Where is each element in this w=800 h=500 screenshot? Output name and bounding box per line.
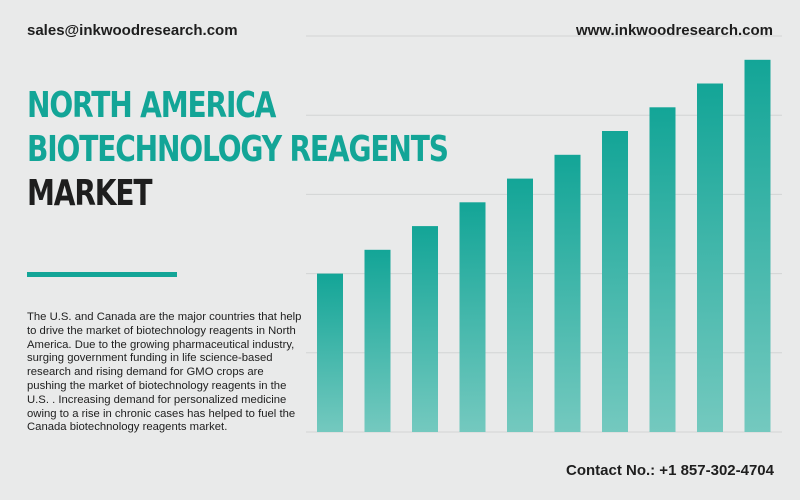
email-address[interactable]: sales@inkwoodresearch.com xyxy=(27,22,238,39)
chart-bar xyxy=(507,178,533,432)
title-line-3: MARKET xyxy=(27,173,153,214)
accent-divider xyxy=(27,272,177,277)
title-line-2: BIOTECHNOLOGY REAGENTS xyxy=(27,129,449,170)
chart-bar xyxy=(317,273,343,432)
chart-bar xyxy=(412,226,438,432)
chart-bar xyxy=(459,202,486,432)
chart-bar xyxy=(744,59,771,433)
page-title: NORTH AMERICA BIOTECHNOLOGY REAGENTS MAR… xyxy=(27,84,449,216)
description-text: The U.S. and Canada are the major countr… xyxy=(27,311,302,434)
contact-number[interactable]: Contact No.: +1 857-302-4704 xyxy=(565,462,774,479)
chart-bar xyxy=(602,131,628,432)
chart-bar xyxy=(697,83,723,432)
chart-bar xyxy=(649,107,676,433)
website-url[interactable]: www.inkwoodresearch.com xyxy=(576,22,773,39)
chart-bar xyxy=(364,249,391,432)
title-line-1: NORTH AMERICA xyxy=(27,85,276,126)
chart-bars xyxy=(317,59,771,433)
chart-bar xyxy=(554,154,581,433)
